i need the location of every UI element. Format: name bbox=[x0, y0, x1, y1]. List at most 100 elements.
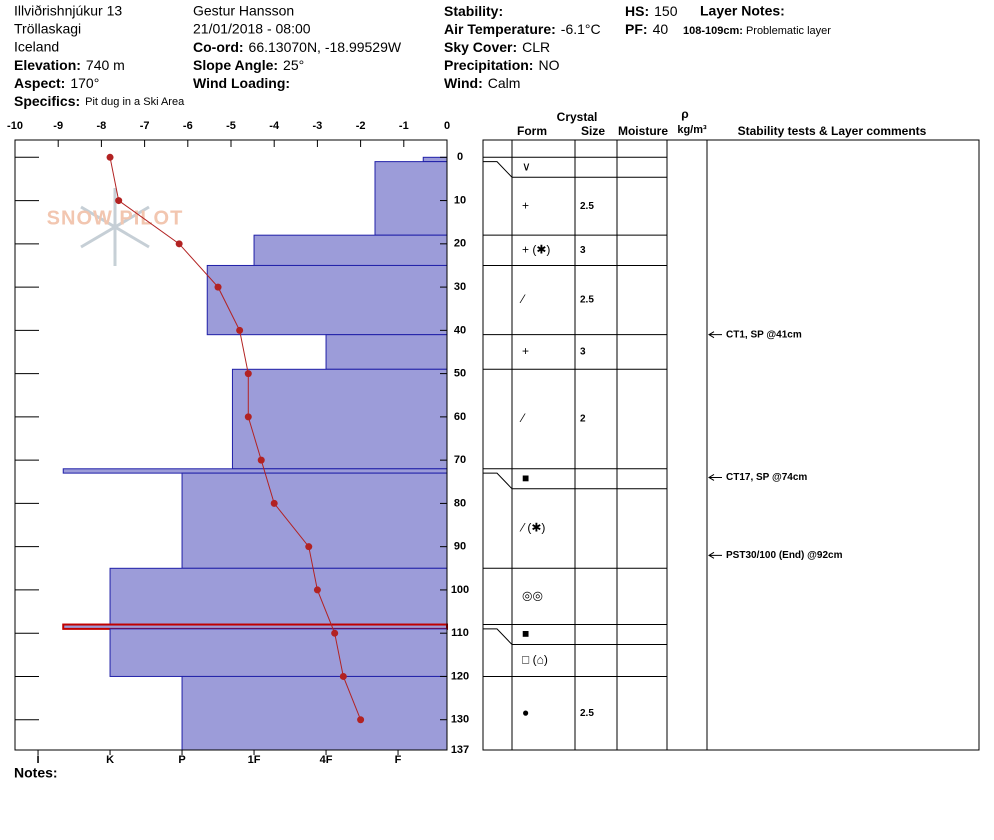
precipitation-label: Precipitation: bbox=[444, 57, 533, 73]
comment-text: PST30/100 (End) @92cm bbox=[726, 550, 843, 561]
hardness-tick-label: F bbox=[395, 754, 402, 766]
hardness-tick-label: K bbox=[106, 754, 114, 766]
crystal-form: + (✱) bbox=[522, 242, 550, 256]
layer-connector bbox=[483, 628, 667, 646]
slope-angle-label: Slope Angle: bbox=[193, 57, 278, 73]
crystal-size: 2.5 bbox=[580, 295, 594, 306]
layer-note: 108-109cm: Problematic layer bbox=[683, 25, 831, 37]
aspect-label: Aspect: bbox=[14, 75, 65, 91]
crystal-form: ⁄ (✱) bbox=[519, 521, 545, 535]
crystal-size: 3 bbox=[580, 347, 586, 358]
temp-tick-label: -10 bbox=[7, 120, 23, 132]
temperature-line bbox=[109, 157, 362, 720]
region: Tröllaskagi bbox=[14, 21, 81, 37]
rho-header: ρ bbox=[681, 107, 688, 121]
comment-arrow bbox=[708, 551, 722, 559]
temperature-point bbox=[236, 326, 244, 334]
temperature-point bbox=[357, 716, 365, 724]
observer: Gestur Hansson bbox=[193, 3, 294, 19]
temperature-point bbox=[175, 240, 183, 248]
temperature-point bbox=[244, 413, 252, 421]
table-frame bbox=[482, 139, 980, 751]
temperature-point bbox=[115, 197, 123, 205]
temp-tick-label: 0 bbox=[444, 120, 450, 132]
site: Illviðrishnjúkur 13 bbox=[14, 3, 122, 19]
sky-cover: Sky Cover: CLR bbox=[444, 39, 550, 55]
hardness-bar bbox=[62, 468, 448, 474]
depth-tick-label: 0 bbox=[457, 151, 463, 163]
air-temperature: Air Temperature: -6.1°C bbox=[444, 21, 601, 37]
temperature-point bbox=[339, 672, 347, 680]
air-temperature-label: Air Temperature: bbox=[444, 21, 556, 37]
precipitation: Precipitation: NO bbox=[444, 57, 560, 73]
temperature-point bbox=[331, 629, 339, 637]
country: Iceland bbox=[14, 39, 59, 55]
hardness-tick-label: 1F bbox=[248, 754, 261, 766]
hardness-bar bbox=[181, 675, 448, 751]
coord-label: Co-ord: bbox=[193, 39, 244, 55]
layer-connector bbox=[483, 161, 667, 178]
hardness-tick-label: P bbox=[178, 754, 185, 766]
crystal-form: ● bbox=[522, 705, 529, 719]
hardness-bar bbox=[325, 334, 448, 370]
temperature-point bbox=[214, 283, 222, 291]
depth-tick-label: 110 bbox=[451, 627, 469, 639]
stability: Stability: bbox=[444, 3, 503, 19]
crystal-form: ∨ bbox=[522, 159, 531, 173]
depth-tick-label: 90 bbox=[454, 541, 466, 553]
coord: Co-ord: 66.13070N, -18.99529W bbox=[193, 39, 402, 55]
depth-tick-label: 40 bbox=[454, 324, 466, 336]
depth-tick-label: 50 bbox=[454, 368, 466, 380]
comment-arrow bbox=[708, 474, 722, 481]
hardness-bar bbox=[231, 368, 448, 470]
layer-connector bbox=[483, 472, 667, 490]
hs: HS: 150 bbox=[625, 3, 678, 19]
temp-tick-label: -9 bbox=[53, 120, 63, 132]
hs-label: HS: bbox=[625, 3, 649, 19]
hardness-bar bbox=[62, 623, 449, 630]
crystal-form: + bbox=[522, 344, 529, 358]
temperature-point bbox=[257, 456, 265, 464]
crystal-form: ⁄ bbox=[519, 292, 526, 306]
depth-tick-label: 70 bbox=[454, 454, 466, 466]
logo: SNOW PILOT bbox=[47, 207, 184, 229]
temp-tick-label: -2 bbox=[356, 120, 366, 132]
slope-angle: Slope Angle: 25° bbox=[193, 57, 304, 73]
aspect: Aspect: 170° bbox=[14, 75, 99, 91]
pf-value: 40 bbox=[653, 21, 669, 37]
comment-text: CT17, SP @74cm bbox=[726, 472, 807, 483]
temp-tick-label: -7 bbox=[140, 120, 150, 132]
depth-tick-label: 20 bbox=[454, 238, 466, 250]
temp-tick-label: -5 bbox=[226, 120, 236, 132]
air-temperature-value: -6.1°C bbox=[561, 21, 601, 37]
hardness-bar bbox=[253, 234, 448, 266]
moisture-header: Moisture bbox=[618, 124, 668, 138]
sky-cover-label: Sky Cover: bbox=[444, 39, 517, 55]
temperature-point bbox=[270, 499, 278, 507]
hardness-bar bbox=[206, 264, 448, 336]
crystal-form: ◎◎ bbox=[522, 589, 543, 603]
depth-tick-label: 130 bbox=[451, 714, 469, 726]
crystal-size: 2 bbox=[580, 414, 586, 425]
hardness-bar bbox=[109, 628, 448, 677]
specifics-value: Pit dug in a Ski Area bbox=[85, 96, 185, 108]
temperature-point bbox=[106, 153, 114, 161]
hardness-tick-label: I bbox=[37, 754, 40, 766]
elevation: Elevation: 740 m bbox=[14, 57, 125, 73]
wind-loading-label: Wind Loading: bbox=[193, 75, 290, 91]
pf-label: PF: bbox=[625, 21, 648, 37]
hs-value: 150 bbox=[654, 3, 678, 19]
specifics-label: Specifics: bbox=[14, 93, 80, 109]
crystal-form: ■ bbox=[522, 471, 529, 485]
wind-value: Calm bbox=[488, 75, 521, 91]
specifics: Specifics: Pit dug in a Ski Area bbox=[14, 93, 185, 109]
hardness-bar bbox=[374, 161, 448, 236]
layer-notes-label: Layer Notes: bbox=[700, 3, 785, 19]
comment-text: CT1, SP @41cm bbox=[726, 329, 802, 340]
depth-tick-label: 80 bbox=[454, 497, 466, 509]
depth-tick-label: 10 bbox=[454, 194, 466, 206]
crystal-size: 2.5 bbox=[580, 201, 594, 212]
crystal-form: □ (⌂) bbox=[522, 653, 548, 667]
depth-tick-label: 60 bbox=[454, 411, 466, 423]
